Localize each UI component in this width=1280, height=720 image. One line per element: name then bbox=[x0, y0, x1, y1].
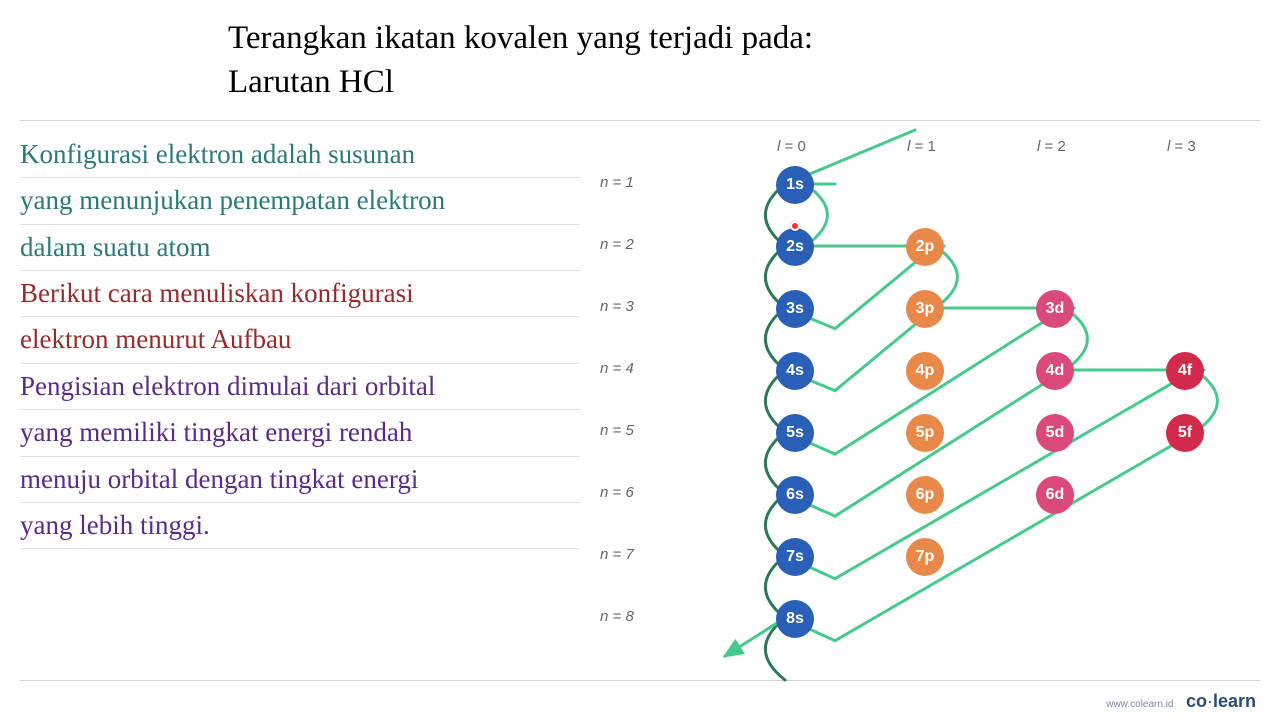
orbital-5s: 5s bbox=[776, 414, 814, 452]
note-line: yang menunjukan penempatan elektron bbox=[20, 178, 580, 224]
orbital-2p: 2p bbox=[906, 228, 944, 266]
question-line-1: Terangkan ikatan kovalen yang terjadi pa… bbox=[228, 20, 813, 57]
orbital-4d: 4d bbox=[1036, 352, 1074, 390]
note-line: yang memiliki tingkat energi rendah bbox=[20, 410, 580, 456]
note-line: dalam suatu atom bbox=[20, 225, 580, 271]
orbital-3s: 3s bbox=[776, 290, 814, 328]
orbital-4f: 4f bbox=[1166, 352, 1204, 390]
question-line-2: Larutan HCl bbox=[228, 64, 394, 101]
orbital-5d: 5d bbox=[1036, 414, 1074, 452]
orbital-4s: 4s bbox=[776, 352, 814, 390]
aufbau-path bbox=[590, 120, 1270, 700]
orbital-4p: 4p bbox=[906, 352, 944, 390]
note-line: yang lebih tinggi. bbox=[20, 503, 580, 549]
orbital-3p: 3p bbox=[906, 290, 944, 328]
orbital-7p: 7p bbox=[906, 538, 944, 576]
orbital-6s: 6s bbox=[776, 476, 814, 514]
orbital-5f: 5f bbox=[1166, 414, 1204, 452]
orbital-6d: 6d bbox=[1036, 476, 1074, 514]
note-line: Konfigurasi elektron adalah susunan bbox=[20, 132, 580, 178]
orbital-1s: 1s bbox=[776, 166, 814, 204]
aufbau-diagram: l = 0l = 1l = 2l = 3n = 1n = 2n = 3n = 4… bbox=[590, 120, 1270, 680]
orbital-5p: 5p bbox=[906, 414, 944, 452]
orbital-6p: 6p bbox=[906, 476, 944, 514]
orbital-2s: 2s bbox=[776, 228, 814, 266]
note-line: elektron menurut Aufbau bbox=[20, 317, 580, 363]
note-line: Berikut cara menuliskan konfigurasi bbox=[20, 271, 580, 317]
notes-area: Konfigurasi elektron adalah susunanyang … bbox=[20, 132, 580, 549]
orbital-8s: 8s bbox=[776, 600, 814, 638]
note-line: menuju orbital dengan tingkat energi bbox=[20, 457, 580, 503]
orbital-7s: 7s bbox=[776, 538, 814, 576]
brand-url: www.colearn.id bbox=[1106, 699, 1173, 710]
orbital-3d: 3d bbox=[1036, 290, 1074, 328]
note-line: Pengisian elektron dimulai dari orbital bbox=[20, 364, 580, 410]
